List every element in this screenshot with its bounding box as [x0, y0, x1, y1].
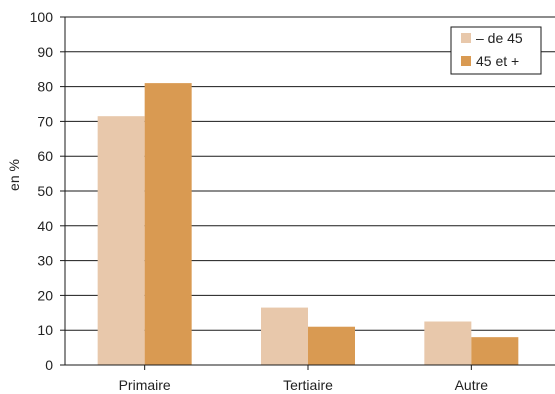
- y-tick-labels: 0 10 20 30 40 50 60 70 80 90 100: [30, 9, 65, 373]
- y-tick-label: 80: [37, 79, 53, 95]
- bar-autre-series-1: [471, 337, 518, 365]
- y-tick-label: 30: [37, 253, 53, 269]
- y-tick-label: 60: [37, 148, 53, 164]
- legend: – de 45 45 et +: [451, 27, 541, 74]
- legend-swatch-45-plus: [461, 56, 471, 66]
- bar-primaire-series-0: [98, 116, 145, 365]
- y-tick-label: 40: [37, 218, 53, 234]
- legend-label-45-plus: 45 et +: [476, 53, 519, 69]
- y-tick-label: 10: [37, 322, 53, 338]
- y-tick-label: 0: [45, 357, 53, 373]
- y-tick-label: 100: [30, 9, 54, 25]
- legend-label-under-45: – de 45: [476, 30, 523, 46]
- y-tick-label: 70: [37, 113, 53, 129]
- y-tick-label: 20: [37, 287, 53, 303]
- y-tick-label: 90: [37, 44, 53, 60]
- x-category-label: Tertiaire: [283, 377, 333, 393]
- x-category-label: Autre: [455, 377, 489, 393]
- y-tick-label: 50: [37, 183, 53, 199]
- x-category-labels: Primaire Tertiaire Autre: [119, 365, 489, 393]
- bar-tertiaire-series-1: [308, 327, 355, 365]
- legend-swatch-under-45: [461, 33, 471, 43]
- bar-autre-series-0: [424, 322, 471, 366]
- bar-primaire-series-1: [145, 83, 192, 365]
- bars: [98, 83, 519, 365]
- y-axis-label: en %: [6, 159, 22, 191]
- x-category-label: Primaire: [119, 377, 171, 393]
- bar-tertiaire-series-0: [261, 308, 308, 365]
